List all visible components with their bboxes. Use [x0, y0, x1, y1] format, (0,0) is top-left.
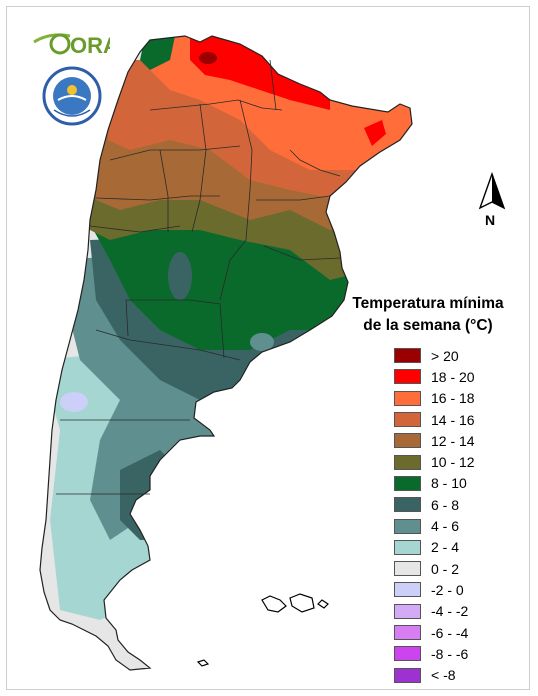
- ora-logo: ORA: [33, 33, 110, 58]
- legend-title-line1: Temperatura mínima: [352, 295, 504, 312]
- legend-label: -8 - -6: [431, 645, 469, 662]
- legend-swatch: [394, 348, 421, 364]
- legend: Temperatura mínima de la semana (°C) > 2…: [338, 293, 518, 686]
- north-arrow-icon: [478, 171, 506, 210]
- legend-swatch: [394, 667, 421, 683]
- islands: [196, 593, 329, 667]
- legend-list: > 20 18 - 20 16 - 18 14 - 16 12 - 14 10 - 12 8…: [394, 345, 518, 686]
- legend-title-line2: de la semana (°C): [363, 317, 493, 334]
- legend-row: 6 - 8: [394, 494, 518, 515]
- legend-label: 4 - 6: [431, 518, 460, 535]
- legend-row: 12 - 14: [394, 430, 518, 451]
- legend-label: 10 - 12: [431, 454, 475, 471]
- legend-swatch: [394, 539, 421, 555]
- legend-swatch: [394, 369, 421, 385]
- legend-swatch: [394, 412, 421, 428]
- legend-swatch: [394, 390, 421, 406]
- legend-label: 2 - 4: [431, 539, 460, 556]
- legend-swatch: [394, 625, 421, 640]
- legend-swatch: [394, 475, 421, 491]
- legend-label: -2 - 0: [431, 581, 464, 598]
- legend-row: > 20: [394, 345, 518, 366]
- legend-label: < -8: [431, 667, 456, 684]
- legend-label: 16 - 18: [431, 390, 475, 407]
- legend-label: 8 - 10: [431, 475, 467, 492]
- legend-swatch: [394, 454, 421, 470]
- legend-row: -8 - -6: [394, 643, 518, 664]
- legend-row: 8 - 10: [394, 473, 518, 494]
- legend-label: 14 - 16: [431, 411, 475, 428]
- legend-swatch: [394, 646, 421, 662]
- legend-row: 0 - 2: [394, 558, 518, 579]
- legend-swatch: [394, 603, 421, 619]
- province-borders: [56, 59, 341, 495]
- legend-row: 16 - 18: [394, 388, 518, 409]
- legend-row: -2 - 0: [394, 579, 518, 600]
- legend-swatch: [394, 582, 421, 598]
- legend-label: > 20: [431, 347, 459, 364]
- smn-logo: [42, 66, 102, 126]
- legend-row: -6 - -4: [394, 622, 518, 643]
- legend-row: 4 - 6: [394, 515, 518, 536]
- legend-label: 6 - 8: [431, 496, 460, 513]
- legend-swatch: [394, 518, 421, 534]
- legend-row: 10 - 12: [394, 451, 518, 472]
- ora-logo-text: ORA: [70, 33, 110, 58]
- legend-label: 0 - 2: [431, 560, 460, 577]
- legend-swatch: [394, 497, 421, 513]
- legend-row: < -8: [394, 664, 518, 685]
- legend-row: 18 - 20: [394, 366, 518, 387]
- legend-label: -6 - -4: [431, 624, 469, 641]
- map-frame: [6, 6, 530, 690]
- legend-swatch: [394, 433, 421, 449]
- north-label: N: [485, 212, 496, 228]
- legend-row: 14 - 16: [394, 409, 518, 430]
- legend-swatch: [394, 561, 421, 577]
- legend-label: 12 - 14: [431, 432, 475, 449]
- legend-row: 2 - 4: [394, 537, 518, 558]
- legend-label: -4 - -2: [431, 603, 469, 620]
- legend-label: 18 - 20: [431, 368, 475, 385]
- legend-row: -4 - -2: [394, 601, 518, 622]
